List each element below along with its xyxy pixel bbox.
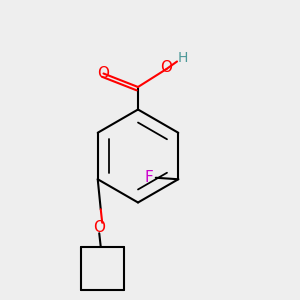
Text: H: H [178, 52, 188, 65]
Text: O: O [93, 220, 105, 235]
Text: F: F [145, 170, 154, 185]
Text: O: O [160, 60, 172, 75]
Text: O: O [98, 66, 110, 81]
